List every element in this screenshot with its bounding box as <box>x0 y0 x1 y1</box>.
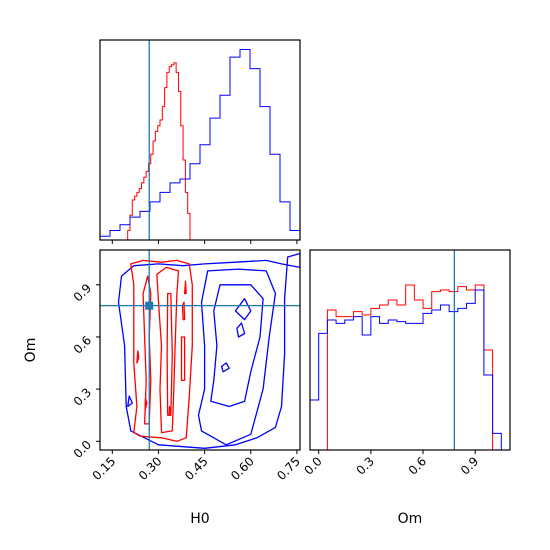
contour-blue-6 <box>127 395 133 408</box>
contour-blue-1 <box>197 268 277 446</box>
hist-h0-blue <box>99 49 301 240</box>
hist-om-blue <box>309 289 510 451</box>
tick-label-h0-0.75: 0.75 <box>274 454 303 483</box>
x-axis-label-h0: H0 <box>190 511 209 527</box>
panel-histogram-om: 0.0 0.3 0.6 0.9 <box>301 249 511 478</box>
contour-blue-0 <box>117 252 300 449</box>
tick-label-om-y-0.6: 0.6 <box>71 333 94 356</box>
contour-red-4 <box>180 336 186 382</box>
y-axis-label-om: Om <box>23 338 39 363</box>
contour-red-0 <box>130 259 193 442</box>
tick-label-h0-0.30: 0.30 <box>136 454 165 483</box>
contour-blue-4 <box>236 322 246 338</box>
contour-red-8 <box>168 405 172 416</box>
tick-label-h0-0.15: 0.15 <box>90 454 119 483</box>
contour-group <box>117 252 300 449</box>
contour-blue-2 <box>210 284 264 408</box>
frame-hist-om <box>309 249 511 451</box>
tick-label-h0-0.45: 0.45 <box>182 454 211 483</box>
tick-label-om-x-0.0: 0.0 <box>301 454 324 477</box>
contour-red-5 <box>181 301 186 321</box>
contour-red-6 <box>183 280 187 295</box>
contour-red-3 <box>166 292 173 416</box>
tick-label-om-y-0.0: 0.0 <box>71 438 94 461</box>
panel-histogram-h0 <box>99 39 301 244</box>
tick-label-om-y-0.9: 0.9 <box>71 281 94 304</box>
contour-blue-3 <box>234 298 252 321</box>
tick-label-om-x-0.6: 0.6 <box>406 454 429 477</box>
tick-label-h0-0.60: 0.60 <box>228 454 257 483</box>
contour-red-7 <box>144 397 148 411</box>
panel-contour-h0-om: 0.15 0.30 0.45 0.60 0.75 0.0 0.3 0.6 0.9 <box>71 249 303 483</box>
frame-contour <box>99 249 301 451</box>
contour-red-2 <box>156 266 180 434</box>
hist-om-red <box>310 284 510 451</box>
frame-hist-h0 <box>99 39 301 241</box>
contour-red-9 <box>136 350 140 364</box>
hist-h0-red <box>127 62 193 241</box>
truth-marker <box>145 301 154 310</box>
tick-label-om-y-0.3: 0.3 <box>71 385 94 408</box>
contour-blue-5 <box>220 362 230 373</box>
tick-label-om-x-0.3: 0.3 <box>354 454 377 477</box>
tick-label-om-x-0.9: 0.9 <box>458 454 481 477</box>
x-axis-label-om: Om <box>398 511 423 527</box>
